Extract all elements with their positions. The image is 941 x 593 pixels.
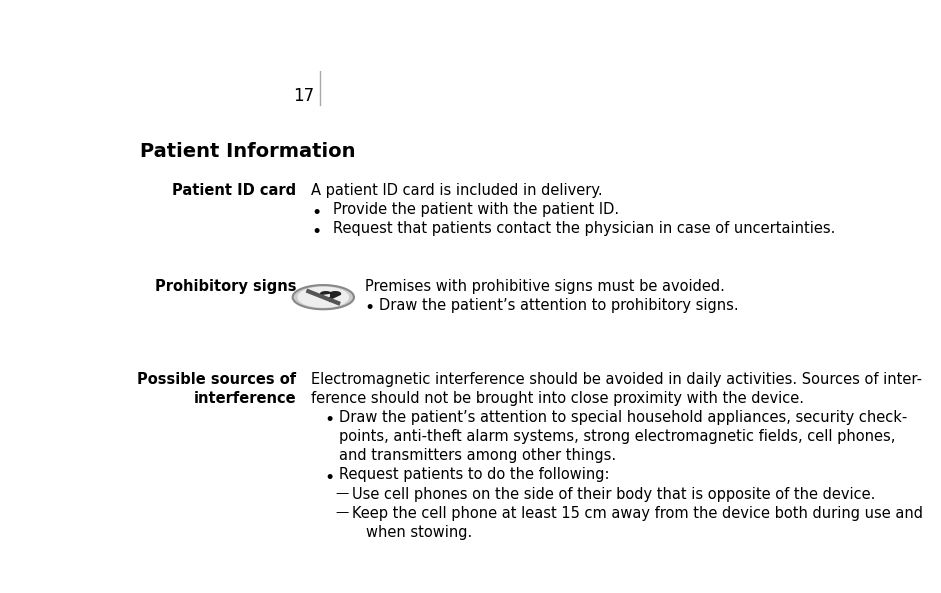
Polygon shape — [321, 292, 341, 299]
Text: Prohibitory signs: Prohibitory signs — [155, 279, 296, 294]
Text: Patient Information: Patient Information — [139, 142, 355, 161]
Text: •: • — [311, 203, 322, 222]
Text: Electromagnetic interference should be avoided in daily activities. Sources of i: Electromagnetic interference should be a… — [311, 372, 922, 387]
Text: —: — — [336, 487, 349, 500]
Text: •: • — [324, 469, 334, 487]
Text: Request patients to do the following:: Request patients to do the following: — [339, 467, 609, 483]
Text: —: — — [336, 506, 349, 519]
Text: Provide the patient with the patient ID.: Provide the patient with the patient ID. — [333, 202, 619, 217]
Text: 17: 17 — [293, 87, 314, 105]
Text: •: • — [365, 299, 375, 317]
Text: Patient ID card: Patient ID card — [172, 183, 296, 198]
Text: Use cell phones on the side of their body that is opposite of the device.: Use cell phones on the side of their bod… — [352, 487, 875, 502]
Text: •: • — [324, 412, 334, 429]
Text: Premises with prohibitive signs must be avoided.: Premises with prohibitive signs must be … — [365, 279, 725, 294]
Text: Draw the patient’s attention to prohibitory signs.: Draw the patient’s attention to prohibit… — [378, 298, 739, 313]
Text: when stowing.: when stowing. — [365, 525, 471, 540]
Text: ference should not be brought into close proximity with the device.: ference should not be brought into close… — [311, 391, 804, 406]
Polygon shape — [293, 285, 354, 310]
Polygon shape — [298, 287, 348, 307]
Text: Possible sources of: Possible sources of — [137, 372, 296, 387]
Text: points, anti-theft alarm systems, strong electromagnetic fields, cell phones,: points, anti-theft alarm systems, strong… — [339, 429, 895, 444]
Text: Keep the cell phone at least 15 cm away from the device both during use and: Keep the cell phone at least 15 cm away … — [352, 506, 923, 521]
Text: interference: interference — [194, 391, 296, 406]
Text: •: • — [311, 223, 322, 241]
Text: Request that patients contact the physician in case of uncertainties.: Request that patients contact the physic… — [333, 221, 835, 237]
Text: A patient ID card is included in delivery.: A patient ID card is included in deliver… — [311, 183, 602, 198]
Text: and transmitters among other things.: and transmitters among other things. — [339, 448, 615, 463]
Text: Draw the patient’s attention to special household appliances, security check-: Draw the patient’s attention to special … — [339, 410, 907, 425]
